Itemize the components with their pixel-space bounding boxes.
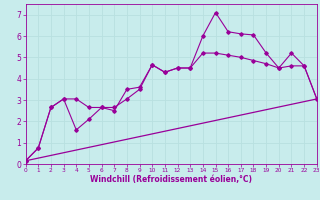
X-axis label: Windchill (Refroidissement éolien,°C): Windchill (Refroidissement éolien,°C) xyxy=(90,175,252,184)
